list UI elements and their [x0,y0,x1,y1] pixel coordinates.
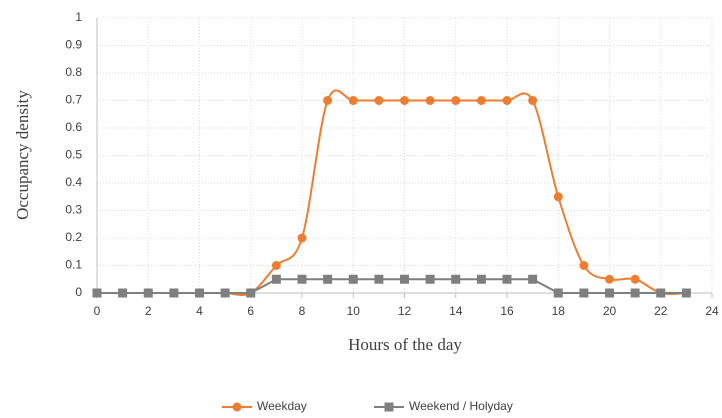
marker [297,233,307,243]
marker [425,274,435,284]
x-tick-label: 18 [552,304,566,318]
marker [400,96,409,105]
marker [323,96,333,105]
marker [605,288,614,298]
y-tick-label: 0.8 [65,65,82,79]
y-tick-label: 0.4 [65,175,82,189]
y-axis-label: Occupancy density [13,90,32,220]
y-tick-label: 0.6 [65,120,82,134]
marker [476,96,486,105]
marker [348,274,358,284]
marker [502,96,512,105]
marker [400,274,409,284]
x-tick-label: 8 [299,304,306,318]
marker [92,288,102,298]
marker [323,274,333,284]
marker [476,274,486,284]
marker [553,192,563,202]
marker [169,288,179,298]
y-tick-label: 0 [75,285,82,299]
marker [579,261,589,270]
legend-label: Weekend / Holyday [409,399,513,413]
x-tick-label: 10 [347,304,361,318]
marker [502,274,512,284]
y-tick-label: 0.5 [65,148,82,162]
marker [451,274,461,284]
marker [553,288,563,298]
x-tick-label: 20 [603,304,617,318]
legend-label: Weekday [257,399,307,413]
x-tick-label: 6 [247,304,254,318]
marker [143,288,153,298]
x-tick-label: 24 [705,304,719,318]
marker [528,274,538,284]
y-tick-label: 0.7 [65,93,82,107]
marker [630,288,640,298]
marker [271,261,281,270]
marker [374,274,384,284]
line [96,89,687,297]
marker [425,96,435,105]
x-tick-label: 16 [500,304,514,318]
y-tick-label: 0.9 [65,38,82,52]
marker [195,288,204,298]
marker [271,274,281,284]
x-tick-label: 4 [196,304,203,318]
x-axis-label: Hours of the day [348,335,462,354]
marker [220,288,230,298]
marker [451,96,461,105]
marker [384,402,394,412]
x-tick-label: 2 [145,304,152,318]
x-tick-label: 14 [449,304,463,318]
marker [605,274,614,284]
marker [656,288,666,298]
y-tick-label: 0.1 [65,258,82,272]
y-tick-label: 1 [75,10,82,24]
marker [528,96,538,105]
marker [348,96,358,105]
y-tick-label: 0.3 [65,203,82,217]
marker [232,402,242,412]
x-tick-label: 22 [654,304,668,318]
marker [630,274,640,284]
y-tick-label: 0.2 [65,230,82,244]
marker [118,288,128,298]
marker [681,288,691,298]
marker [246,288,256,298]
marker [374,96,384,105]
line [97,278,687,294]
marker [579,288,589,298]
marker [297,274,307,284]
x-tick-label: 0 [94,304,101,318]
x-tick-label: 12 [398,304,412,318]
